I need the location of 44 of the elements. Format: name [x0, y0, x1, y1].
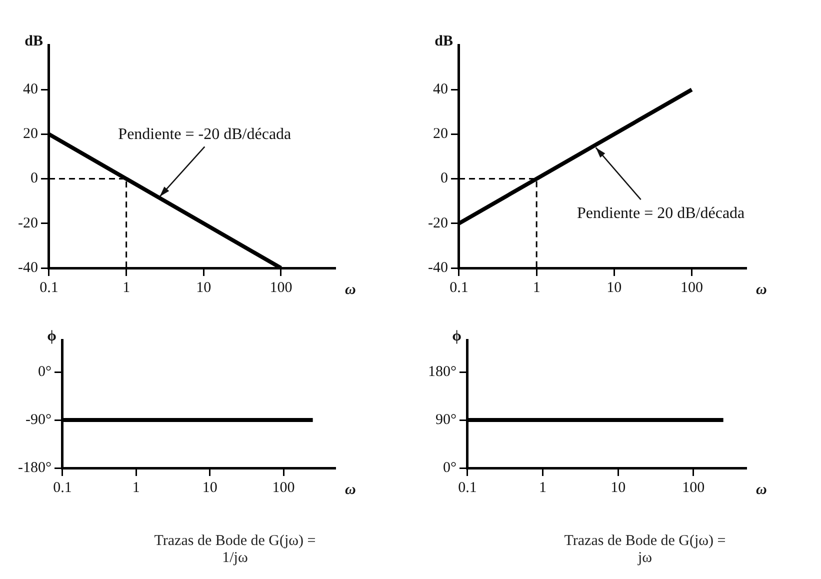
- y-tick-label: 0: [440, 170, 448, 187]
- y-tick-label: -90°: [25, 412, 52, 428]
- x-tick-label: 100: [270, 280, 292, 296]
- x-tick-label: 100: [682, 480, 705, 496]
- y-tick-label: 0°: [38, 364, 52, 380]
- annotation: Pendiente = -20 dB/década: [118, 126, 292, 143]
- y-axis-title: dB: [434, 33, 453, 50]
- text: Trazas de Bode de G(jω) = 1/jω: [153, 533, 317, 567]
- y-tick-label: 0°: [443, 460, 456, 476]
- x-tick-label: 100: [272, 480, 295, 496]
- x-tick-label: 1: [122, 280, 130, 296]
- y-tick-label: 40: [22, 82, 38, 98]
- x-tick-label: 0.1: [40, 280, 58, 296]
- y-tick-label: 90°: [436, 412, 456, 428]
- x-tick-label: 1: [532, 280, 540, 296]
- x-tick-label: 10: [610, 480, 626, 496]
- y-tick-label: 40: [432, 82, 448, 98]
- x-axis-title: ω: [345, 282, 356, 298]
- x-tick-label: 1: [539, 480, 547, 496]
- x-axis-title: ω: [345, 482, 356, 498]
- x-tick-label: 10: [202, 480, 218, 496]
- x-tick-label: 10: [606, 280, 622, 296]
- y-axis-title: ϕ: [47, 328, 56, 344]
- x-axis-title: ω: [756, 482, 767, 498]
- y-tick-label: -40: [428, 260, 448, 276]
- x-tick-label: 10: [196, 280, 212, 296]
- x-axis-title: ω: [756, 282, 767, 298]
- y-tick-label: -180°: [18, 460, 52, 476]
- y-tick-label: -20: [428, 215, 448, 232]
- y-axis-title: dB: [24, 33, 43, 50]
- text: Trazas de Bode de G(jω) = jω: [563, 533, 727, 567]
- y-tick-label: 20: [22, 126, 38, 142]
- x-tick-label: 0.1: [450, 280, 468, 296]
- y-tick-label: -20: [18, 215, 38, 232]
- annotation: Pendiente = 20 dB/década: [577, 204, 745, 222]
- y-tick-label: -40: [18, 260, 38, 276]
- x-tick-label: 0.1: [53, 480, 72, 496]
- y-tick-label: 20: [432, 126, 448, 142]
- x-tick-label: 0.1: [458, 480, 477, 496]
- y-tick-label: 180°: [428, 364, 456, 380]
- y-axis-title: ϕ: [452, 328, 462, 344]
- x-tick-label: 100: [680, 280, 704, 296]
- y-tick-label: 0: [30, 170, 38, 187]
- x-tick-label: 1: [132, 480, 140, 496]
